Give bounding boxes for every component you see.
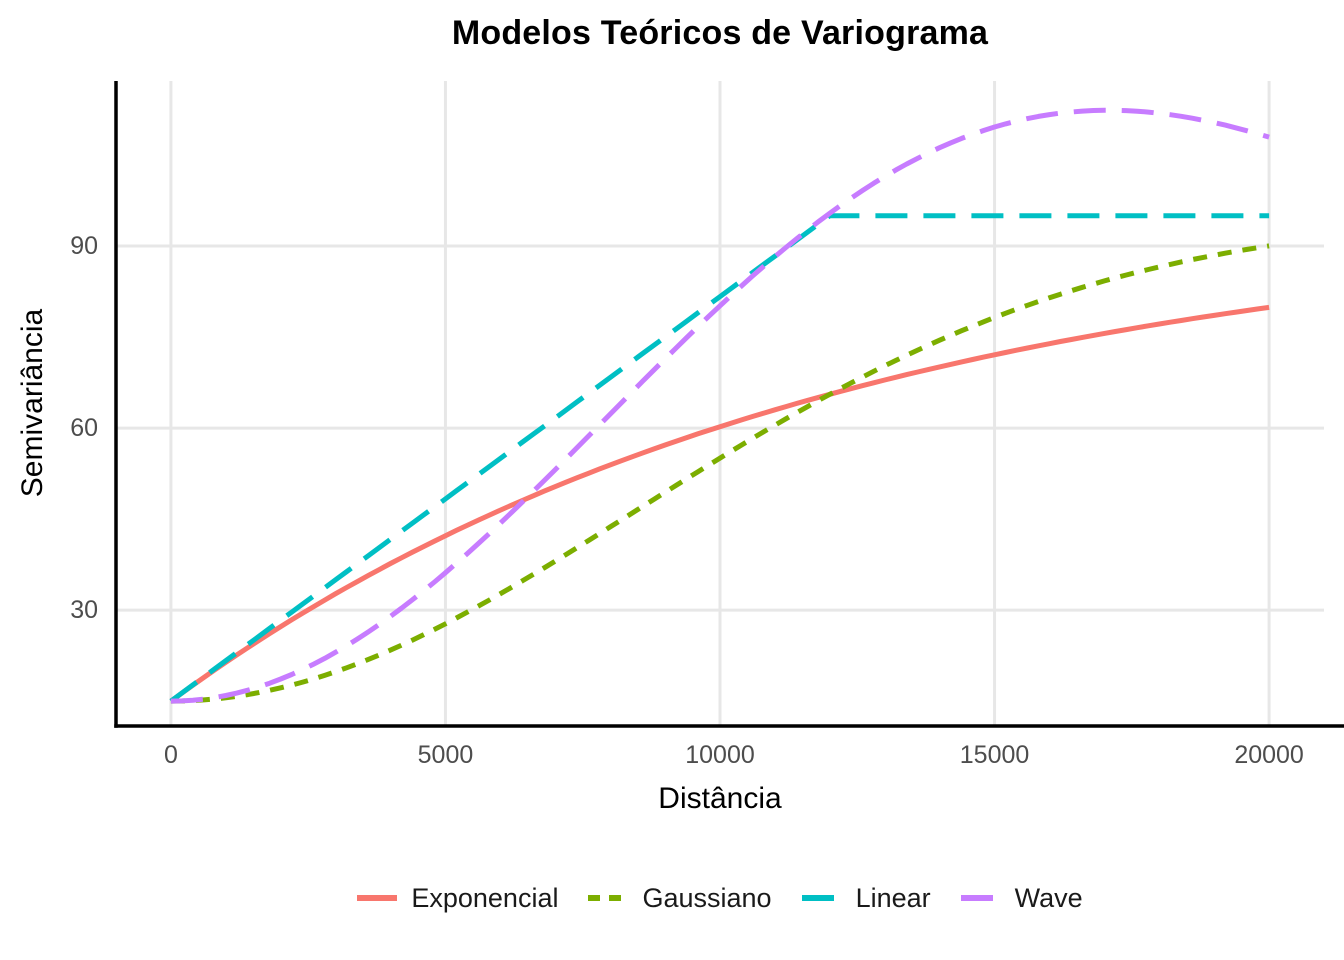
x-axis-title: Distância bbox=[658, 782, 782, 815]
series-line-wave bbox=[170, 107, 1270, 704]
series-line-gaussiano bbox=[170, 243, 1270, 704]
legend: Exponencial Gaussiano Linear Wave bbox=[116, 878, 1324, 918]
legend-label: Linear bbox=[855, 883, 931, 913]
legend-item-linear: Linear bbox=[801, 881, 931, 915]
legend-label: Gaussiano bbox=[642, 883, 772, 913]
y-tick-label: 60 bbox=[70, 414, 98, 443]
chart-title: Modelos Teóricos de Variograma bbox=[451, 14, 989, 52]
x-tick-label: 10000 bbox=[685, 741, 755, 769]
legend-item-exponencial: Exponencial bbox=[357, 881, 558, 915]
x-tick-label: 0 bbox=[163, 741, 178, 769]
series-line-exponencial bbox=[169, 304, 1270, 704]
y-tick-label: 90 bbox=[70, 232, 98, 261]
legend-key-linear bbox=[801, 895, 842, 901]
y-tick-label: 30 bbox=[70, 596, 98, 625]
legend-key-wave bbox=[960, 895, 1001, 901]
x-tick-label: 20000 bbox=[1234, 741, 1304, 769]
legend-key-gaussiano bbox=[588, 895, 629, 901]
x-tick-label: 5000 bbox=[417, 741, 474, 769]
legend-key-exponencial bbox=[357, 895, 398, 901]
legend-item-wave: Wave bbox=[960, 881, 1083, 915]
y-axis-title: Semivariância bbox=[16, 308, 49, 498]
series-line-linear bbox=[169, 213, 1270, 704]
legend-label: Exponencial bbox=[411, 883, 559, 913]
x-tick-label: 15000 bbox=[959, 741, 1030, 769]
legend-label: Wave bbox=[1014, 883, 1083, 913]
legend-item-gaussiano: Gaussiano bbox=[588, 881, 772, 915]
